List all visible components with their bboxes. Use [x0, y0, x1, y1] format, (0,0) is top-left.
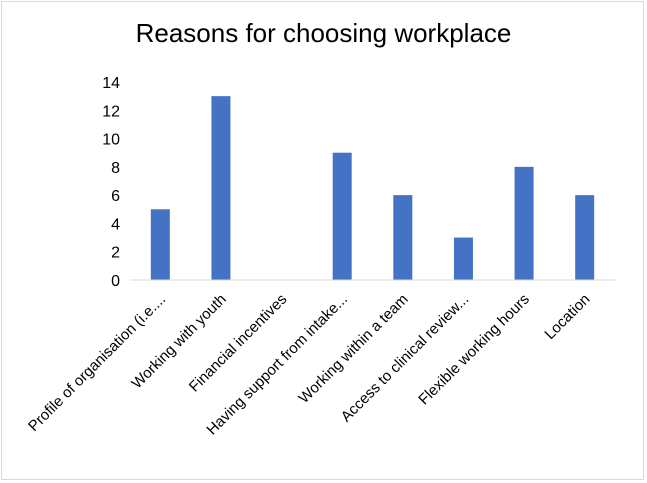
- bar: [393, 195, 413, 280]
- y-tick-label: 0: [111, 273, 120, 290]
- x-tick-label: Working within a team: [295, 291, 411, 407]
- bar: [150, 209, 170, 280]
- y-tick-label: 2: [111, 245, 120, 262]
- y-tick-label: 14: [102, 75, 120, 92]
- bar: [514, 166, 534, 280]
- bar: [575, 195, 595, 280]
- y-tick-label: 4: [111, 216, 120, 233]
- y-tick-label: 8: [111, 160, 120, 177]
- chart-title: Reasons for choosing workplace: [135, 18, 512, 48]
- bar: [453, 237, 473, 280]
- bar: [211, 96, 231, 281]
- x-tick-label: Access to clinical review...: [338, 291, 473, 426]
- bar: [332, 152, 352, 280]
- x-tick-label: Flexible working hours: [415, 291, 533, 409]
- y-tick-label: 12: [102, 103, 120, 120]
- x-tick-label: Location: [541, 291, 593, 343]
- y-tick-label: 6: [111, 188, 120, 205]
- y-tick-label: 10: [102, 132, 120, 149]
